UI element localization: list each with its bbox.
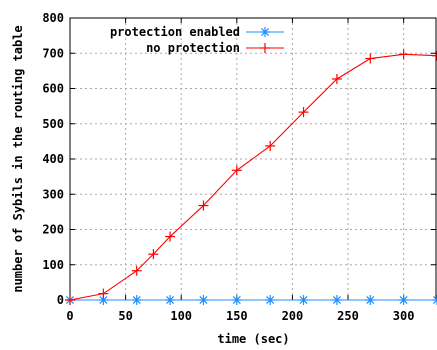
y-tick-label: 800	[42, 11, 64, 25]
series-no-protection	[65, 49, 437, 305]
data-point-no-protection	[331, 73, 342, 84]
data-point-no-protection	[165, 231, 176, 242]
legend-marker-no-protection	[260, 43, 270, 53]
x-tick-label: 250	[337, 309, 359, 323]
x-tick-label: 0	[66, 309, 73, 323]
x-tick-label: 200	[282, 309, 304, 323]
y-tick-label: 400	[42, 152, 64, 166]
legend: protection enabled no protection	[110, 25, 284, 55]
data-point-protection-enabled	[298, 295, 309, 305]
legend-label-protection-enabled: protection enabled	[110, 25, 240, 39]
data-point-protection-enabled	[231, 295, 242, 305]
y-tick-labels: 0 100 200 300 400 500 600 700 800	[42, 11, 64, 307]
y-tick-label: 0	[57, 293, 64, 307]
data-point-no-protection	[65, 295, 75, 305]
data-point-protection-enabled	[398, 295, 409, 305]
data-point-no-protection	[398, 49, 409, 60]
legend-label-no-protection: no protection	[146, 41, 240, 55]
data-point-no-protection	[131, 265, 142, 276]
x-tick-label: 150	[226, 309, 248, 323]
y-tick-label: 200	[42, 223, 64, 237]
y-tick-label: 700	[42, 46, 64, 60]
x-tick-labels: 0 50 100 150 200 250 300	[66, 309, 414, 323]
x-tick-label: 300	[393, 309, 415, 323]
x-axis-label: time (sec)	[217, 332, 289, 346]
data-point-no-protection	[98, 288, 109, 299]
y-tick-label: 500	[42, 117, 64, 131]
series-layer	[65, 49, 437, 305]
y-tick-label: 100	[42, 258, 64, 272]
x-tick-label: 50	[118, 309, 132, 323]
grid	[69, 17, 437, 301]
data-point-no-protection	[265, 140, 276, 151]
data-point-protection-enabled	[131, 295, 142, 305]
data-point-no-protection	[231, 165, 242, 176]
data-point-protection-enabled	[198, 295, 209, 305]
data-point-no-protection	[148, 249, 159, 260]
data-point-protection-enabled	[165, 295, 176, 305]
x-tick-label: 100	[170, 309, 192, 323]
legend-marker-protection-enabled	[260, 27, 270, 37]
y-axis-label: number of Sybils in the routing table	[11, 25, 25, 292]
y-tick-label: 300	[42, 187, 64, 201]
series-protection-enabled	[65, 295, 437, 305]
data-point-no-protection	[365, 53, 376, 64]
data-point-protection-enabled	[331, 295, 342, 305]
data-point-no-protection	[298, 107, 309, 118]
series-line-no-protection	[69, 53, 437, 301]
y-tick-label: 600	[42, 82, 64, 96]
data-point-protection-enabled	[432, 295, 437, 305]
data-point-no-protection	[198, 200, 209, 211]
data-point-protection-enabled	[365, 295, 376, 305]
data-point-no-protection	[432, 50, 437, 61]
data-point-protection-enabled	[265, 295, 276, 305]
data-point-protection-enabled	[98, 295, 109, 305]
